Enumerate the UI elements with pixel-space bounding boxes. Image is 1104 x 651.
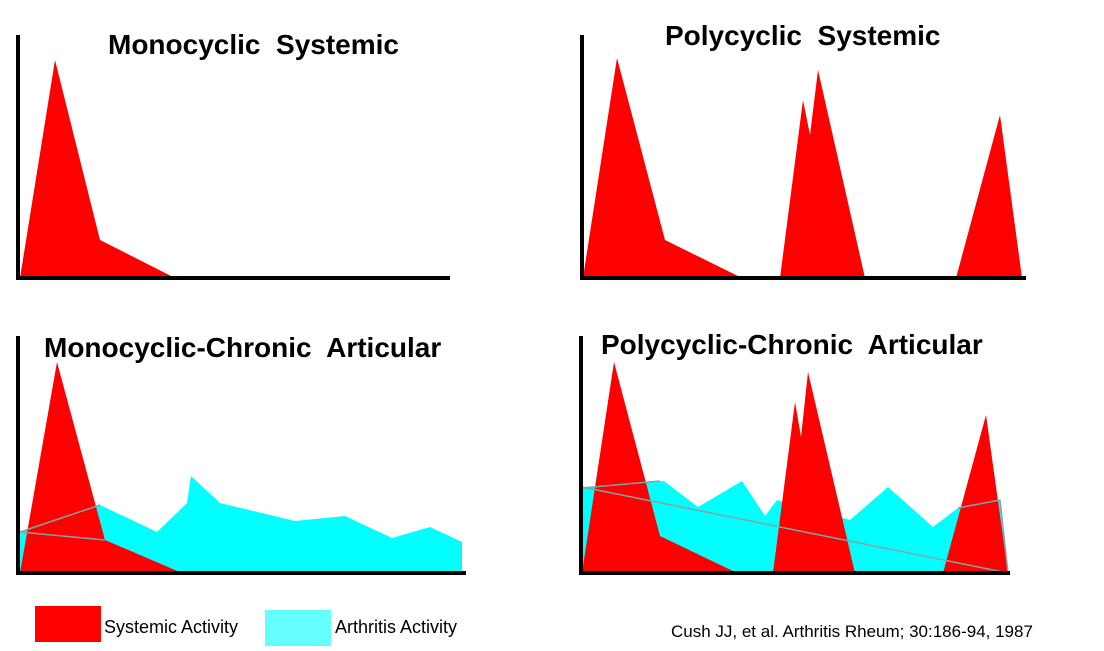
arthritis-activity-area: [20, 476, 462, 573]
systemic-activity-area: [20, 60, 175, 278]
arthritis-trend-line: [957, 499, 1009, 574]
panel-title: Polycyclic-Chronic Articular: [601, 329, 983, 360]
legend: Systemic Activity Arthritis Activity: [35, 606, 457, 646]
legend-swatch-arthritis: [265, 610, 331, 646]
panel-polycyclic-systemic: Polycyclic Systemic: [580, 20, 1026, 280]
arthritis-trend-line: [19, 504, 101, 533]
panel-monocyclic-chronic-articular: Monocyclic-Chronic Articular: [16, 332, 466, 575]
legend-label-systemic: Systemic Activity: [104, 617, 238, 637]
systemic-activity-area: [943, 415, 1008, 573]
citation: Cush JJ, et al. Arthritis Rheum; 30:186-…: [671, 622, 1033, 641]
legend-swatch-systemic: [35, 606, 101, 642]
arthritis-trend-line: [581, 486, 1009, 574]
arthritis-trend-line: [581, 480, 661, 489]
systemic-activity-area: [582, 362, 737, 573]
systemic-activity-area: [956, 115, 1022, 278]
panel-monocyclic-systemic: Monocyclic Systemic: [16, 29, 450, 280]
systemic-activity-area: [20, 362, 182, 573]
arthritis-trend-line: [19, 531, 106, 541]
systemic-activity-area: [780, 70, 865, 278]
panel-polycyclic-chronic-articular: Polycyclic-Chronic Articular: [579, 329, 1010, 575]
legend-label-arthritis: Arthritis Activity: [335, 617, 457, 637]
panel-title: Monocyclic Systemic: [108, 29, 399, 60]
panel-title: Monocyclic-Chronic Articular: [44, 332, 441, 363]
systemic-activity-area: [773, 372, 855, 573]
panel-title: Polycyclic Systemic: [665, 20, 941, 51]
systemic-activity-area: [583, 58, 742, 278]
